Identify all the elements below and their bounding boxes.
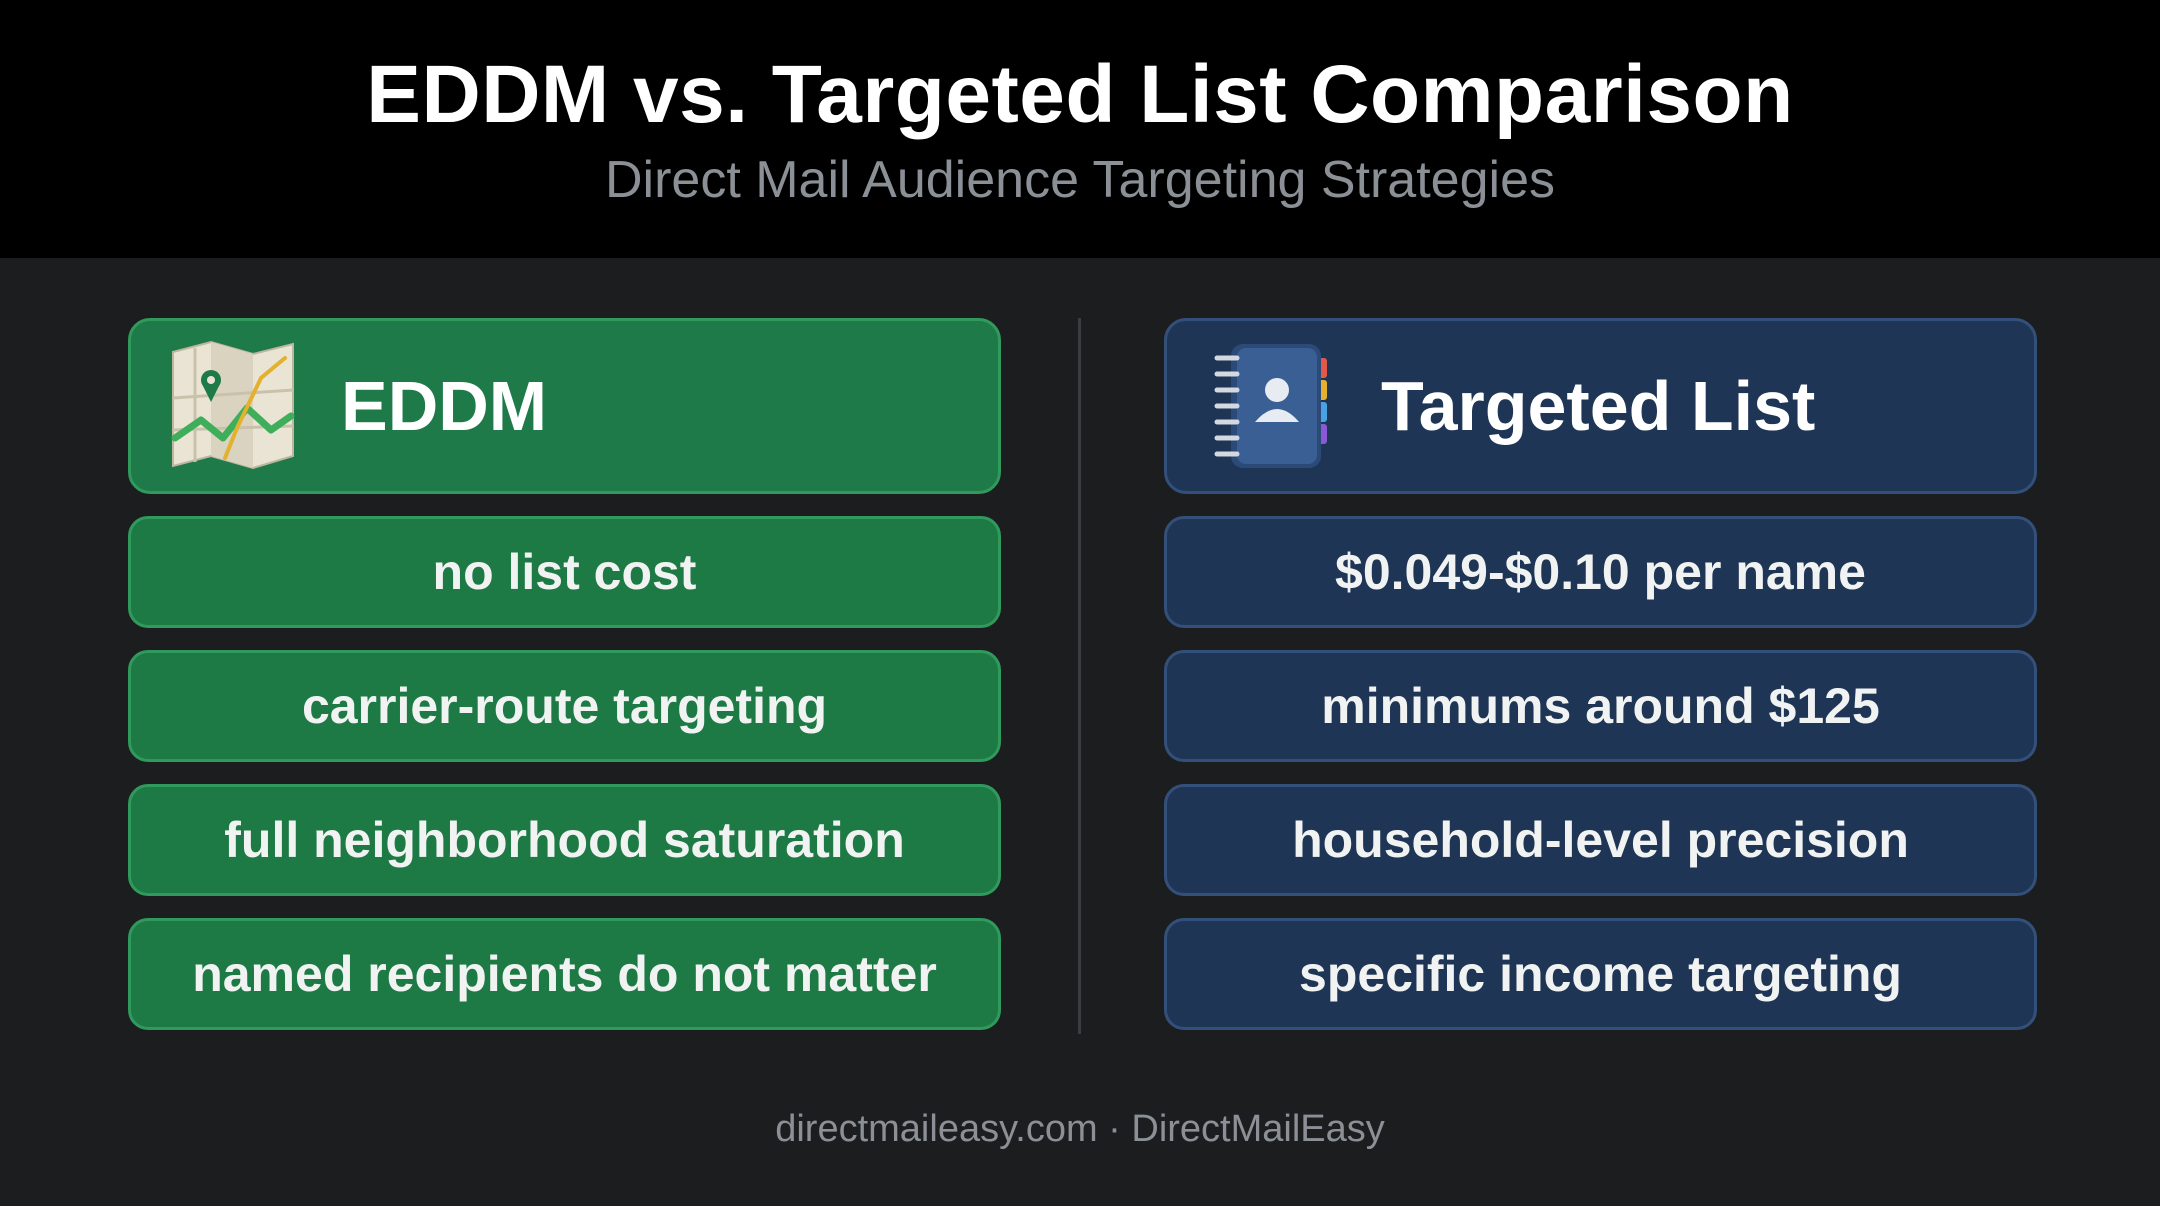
- page-subtitle: Direct Mail Audience Targeting Strategie…: [605, 151, 1555, 209]
- eddm-item: no list cost: [128, 516, 1001, 628]
- targeted-list-header-card: Targeted List: [1164, 318, 2037, 494]
- column-divider: [1078, 318, 1081, 1034]
- eddm-column: EDDM no list cost carrier-route targetin…: [128, 318, 1001, 1030]
- targeted-list-item: household-level precision: [1164, 784, 2037, 896]
- page-title: EDDM vs. Targeted List Comparison: [366, 49, 1794, 140]
- eddm-item: full neighborhood saturation: [128, 784, 1001, 896]
- eddm-item: named recipients do not matter: [128, 918, 1001, 1030]
- targeted-list-column: Targeted List $0.049-$0.10 per name mini…: [1164, 318, 2037, 1030]
- eddm-header-card: EDDM: [128, 318, 1001, 494]
- eddm-item: carrier-route targeting: [128, 650, 1001, 762]
- targeted-list-title: Targeted List: [1381, 367, 1816, 445]
- header-bar: EDDM vs. Targeted List Comparison Direct…: [0, 0, 2160, 258]
- targeted-list-item: specific income targeting: [1164, 918, 2037, 1030]
- targeted-list-item: minimums around $125: [1164, 650, 2037, 762]
- address-book-icon: [1205, 338, 1341, 474]
- footer-credit: directmaileasy.com · DirectMailEasy: [775, 1108, 1385, 1150]
- eddm-title: EDDM: [341, 367, 548, 445]
- map-icon: [165, 338, 301, 474]
- targeted-list-item: $0.049-$0.10 per name: [1164, 516, 2037, 628]
